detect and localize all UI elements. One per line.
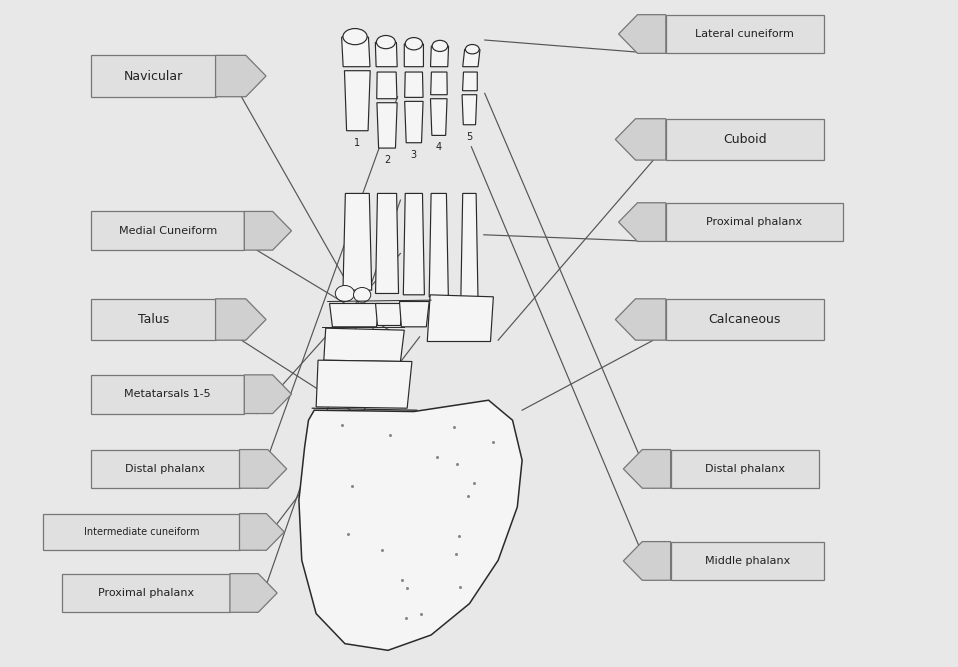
Polygon shape bbox=[240, 514, 285, 550]
Polygon shape bbox=[619, 203, 666, 241]
Text: Calcaneous: Calcaneous bbox=[709, 313, 781, 326]
Polygon shape bbox=[429, 193, 448, 297]
Polygon shape bbox=[430, 41, 448, 67]
Polygon shape bbox=[343, 193, 372, 290]
Text: Lateral cuneiform: Lateral cuneiform bbox=[696, 29, 794, 39]
Polygon shape bbox=[399, 301, 429, 327]
Text: Distal phalanx: Distal phalanx bbox=[125, 464, 205, 474]
Text: 2: 2 bbox=[384, 155, 390, 165]
Polygon shape bbox=[624, 450, 671, 488]
Polygon shape bbox=[376, 303, 402, 325]
Polygon shape bbox=[316, 360, 412, 408]
Text: Metatarsals 1-5: Metatarsals 1-5 bbox=[125, 390, 211, 399]
Bar bbox=[91, 55, 216, 97]
Bar bbox=[666, 119, 824, 160]
Polygon shape bbox=[216, 55, 266, 97]
Polygon shape bbox=[619, 15, 666, 53]
Bar bbox=[666, 15, 824, 53]
Text: Proximal phalanx: Proximal phalanx bbox=[98, 588, 194, 598]
Polygon shape bbox=[376, 72, 397, 99]
Ellipse shape bbox=[432, 40, 447, 51]
Text: 4: 4 bbox=[436, 143, 442, 152]
Polygon shape bbox=[427, 295, 493, 342]
Polygon shape bbox=[244, 211, 291, 250]
Polygon shape bbox=[216, 299, 266, 340]
Bar bbox=[671, 450, 819, 488]
Polygon shape bbox=[430, 99, 447, 135]
Text: Navicular: Navicular bbox=[124, 69, 183, 83]
Polygon shape bbox=[244, 375, 291, 414]
Text: Proximal phalanx: Proximal phalanx bbox=[706, 217, 803, 227]
Polygon shape bbox=[463, 72, 477, 91]
Polygon shape bbox=[404, 101, 423, 143]
Bar bbox=[91, 299, 216, 340]
Text: Medial Cuneiform: Medial Cuneiform bbox=[119, 226, 217, 235]
Polygon shape bbox=[240, 450, 286, 488]
Ellipse shape bbox=[354, 287, 371, 302]
Ellipse shape bbox=[466, 45, 479, 54]
Text: Intermediate cuneiform: Intermediate cuneiform bbox=[83, 527, 199, 537]
Polygon shape bbox=[615, 119, 666, 160]
Text: 1: 1 bbox=[354, 138, 360, 147]
Polygon shape bbox=[299, 400, 522, 650]
Polygon shape bbox=[463, 45, 480, 67]
Text: 5: 5 bbox=[467, 132, 472, 141]
Text: Talus: Talus bbox=[138, 313, 169, 326]
Bar bbox=[666, 299, 824, 340]
Polygon shape bbox=[462, 95, 477, 125]
Ellipse shape bbox=[343, 29, 367, 45]
Polygon shape bbox=[461, 193, 478, 301]
Polygon shape bbox=[324, 328, 404, 362]
Bar bbox=[62, 574, 230, 612]
Bar bbox=[43, 514, 240, 550]
Text: Cuboid: Cuboid bbox=[723, 133, 766, 146]
Bar bbox=[91, 211, 244, 250]
Ellipse shape bbox=[376, 35, 396, 49]
Text: 3: 3 bbox=[411, 150, 417, 159]
Polygon shape bbox=[345, 71, 370, 131]
Ellipse shape bbox=[335, 285, 354, 301]
Polygon shape bbox=[615, 299, 666, 340]
Polygon shape bbox=[342, 29, 370, 67]
Polygon shape bbox=[376, 193, 399, 293]
Bar bbox=[91, 450, 240, 488]
Polygon shape bbox=[404, 72, 423, 97]
Polygon shape bbox=[230, 574, 277, 612]
Polygon shape bbox=[404, 38, 423, 67]
Bar bbox=[666, 203, 843, 241]
Polygon shape bbox=[376, 103, 398, 148]
Polygon shape bbox=[330, 303, 379, 327]
Text: Distal phalanx: Distal phalanx bbox=[705, 464, 785, 474]
Text: Middle phalanx: Middle phalanx bbox=[705, 556, 789, 566]
Bar bbox=[671, 542, 824, 580]
Ellipse shape bbox=[405, 37, 422, 50]
Polygon shape bbox=[431, 72, 447, 95]
Polygon shape bbox=[403, 193, 424, 295]
Polygon shape bbox=[624, 542, 671, 580]
Bar bbox=[91, 375, 244, 414]
Polygon shape bbox=[376, 36, 398, 67]
